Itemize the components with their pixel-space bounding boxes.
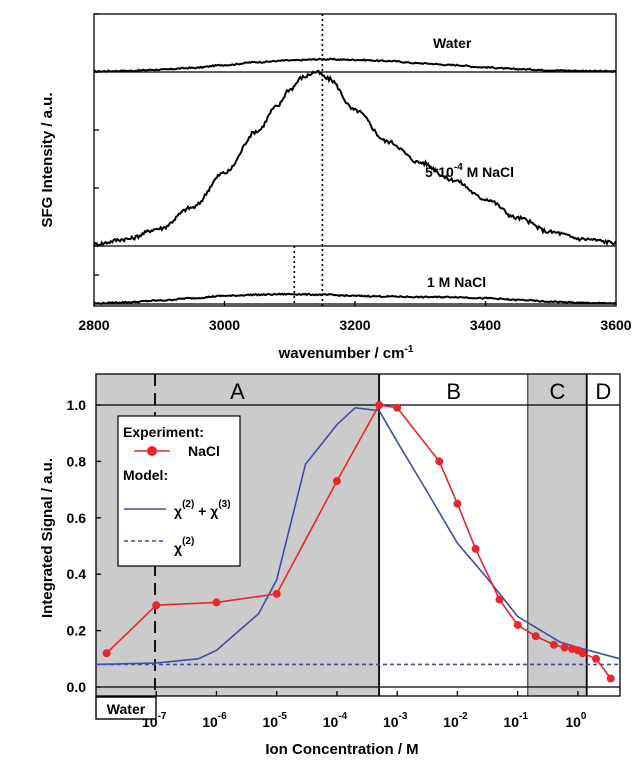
x-tick-label: 3200 (339, 317, 370, 333)
legend-nacl-marker (147, 446, 157, 456)
y-tick-label: 0.0 (67, 679, 87, 695)
region-label-b: B (446, 379, 461, 404)
bottom-y-ticks: 0.0 0.2 0.4 0.6 0.8 1.0 (67, 397, 101, 695)
label-5e-4-spectrum: 5*10-4 M NaCl (425, 162, 514, 180)
top-y-ticks (94, 13, 99, 276)
x-tick-label: 10-3 (383, 711, 408, 730)
nacl-point (332, 477, 341, 486)
y-tick-label: 0.6 (67, 510, 87, 526)
top-spectra (93, 57, 617, 306)
nacl-point (393, 403, 402, 412)
top-x-axis-label: wavenumber / cm-1 (278, 344, 414, 362)
x-tick-label: 3600 (600, 317, 631, 333)
bottom-plot-frame (95, 373, 621, 697)
nacl-point (531, 632, 540, 641)
y-tick-label: 0.4 (67, 566, 87, 582)
x-tick-label: 3000 (209, 317, 240, 333)
bottom-y-axis-label: Integrated Signal / a.u. (39, 458, 56, 618)
x-tick-label: 10-4 (323, 711, 348, 730)
x-tick-label: 2800 (78, 317, 109, 333)
top-vertical-lines (293, 14, 324, 306)
top-panel: 2800 3000 3200 3400 3600 Water 5*10-4 M NaCl… (39, 13, 632, 362)
x-tick-label: 10-2 (443, 711, 468, 730)
bottom-x-axis-label: Ion Concentration / M (265, 741, 418, 758)
nacl-point (606, 674, 615, 683)
legend-chi2-label: χ(2) (174, 536, 194, 556)
nacl-point (212, 598, 221, 607)
top-plot-frame (93, 13, 617, 307)
nacl-point (513, 621, 522, 629)
x-tick-label: 10-5 (262, 711, 287, 730)
x-tick-label: 10-6 (202, 711, 227, 730)
nacl-point (152, 601, 161, 610)
series-chi2-chi3 (95, 406, 621, 666)
nacl-point (549, 640, 558, 649)
nacl-point (272, 589, 281, 598)
legend-experiment-heading: Experiment: (123, 424, 204, 440)
water-label: Water (107, 701, 146, 717)
water-label-box (95, 696, 157, 720)
y-tick-label: 0.2 (67, 623, 87, 639)
nacl-point (560, 643, 569, 652)
label-water-spectrum: Water (433, 35, 472, 51)
nacl-point (578, 649, 587, 658)
nacl-point (375, 401, 384, 409)
nacl-point (495, 595, 504, 604)
region-label-a: A (230, 379, 245, 404)
region-label-c: C (550, 379, 566, 404)
legend-chi2-chi3-label: χ(2) + χ(3) (174, 499, 231, 519)
bottom-x-ticks: 10-7 10-6 10-5 10-4 10-3 10-2 10-1 100 (142, 691, 587, 730)
spectrum-5e-4 (93, 69, 617, 248)
nacl-point (471, 544, 480, 553)
nacl-point (435, 457, 444, 466)
top-x-ticks: 2800 3000 3200 3400 3600 (78, 301, 632, 333)
legend: Experiment: NaCl Model: χ(2) + χ(3) χ(2) (117, 415, 241, 567)
y-tick-label: 0.8 (67, 453, 87, 469)
legend-model-heading: Model: (123, 467, 168, 483)
region-shade-c (528, 374, 587, 696)
x-tick-label: 3400 (470, 317, 501, 333)
top-y-axis-label: SFG Intensity / a.u. (39, 92, 56, 227)
nacl-point (592, 654, 600, 663)
region-label-d: D (595, 379, 611, 404)
x-tick-label: 10-1 (503, 711, 528, 730)
spectrum-1m (93, 292, 616, 306)
nacl-point (102, 649, 111, 658)
spectrum-water (94, 57, 617, 74)
label-1m-spectrum: 1 M NaCl (427, 274, 486, 290)
legend-nacl-label: NaCl (188, 443, 220, 459)
nacl-point (453, 499, 462, 508)
bottom-series (95, 401, 621, 683)
x-tick-label: 100 (565, 711, 587, 730)
y-tick-label: 1.0 (67, 397, 87, 413)
